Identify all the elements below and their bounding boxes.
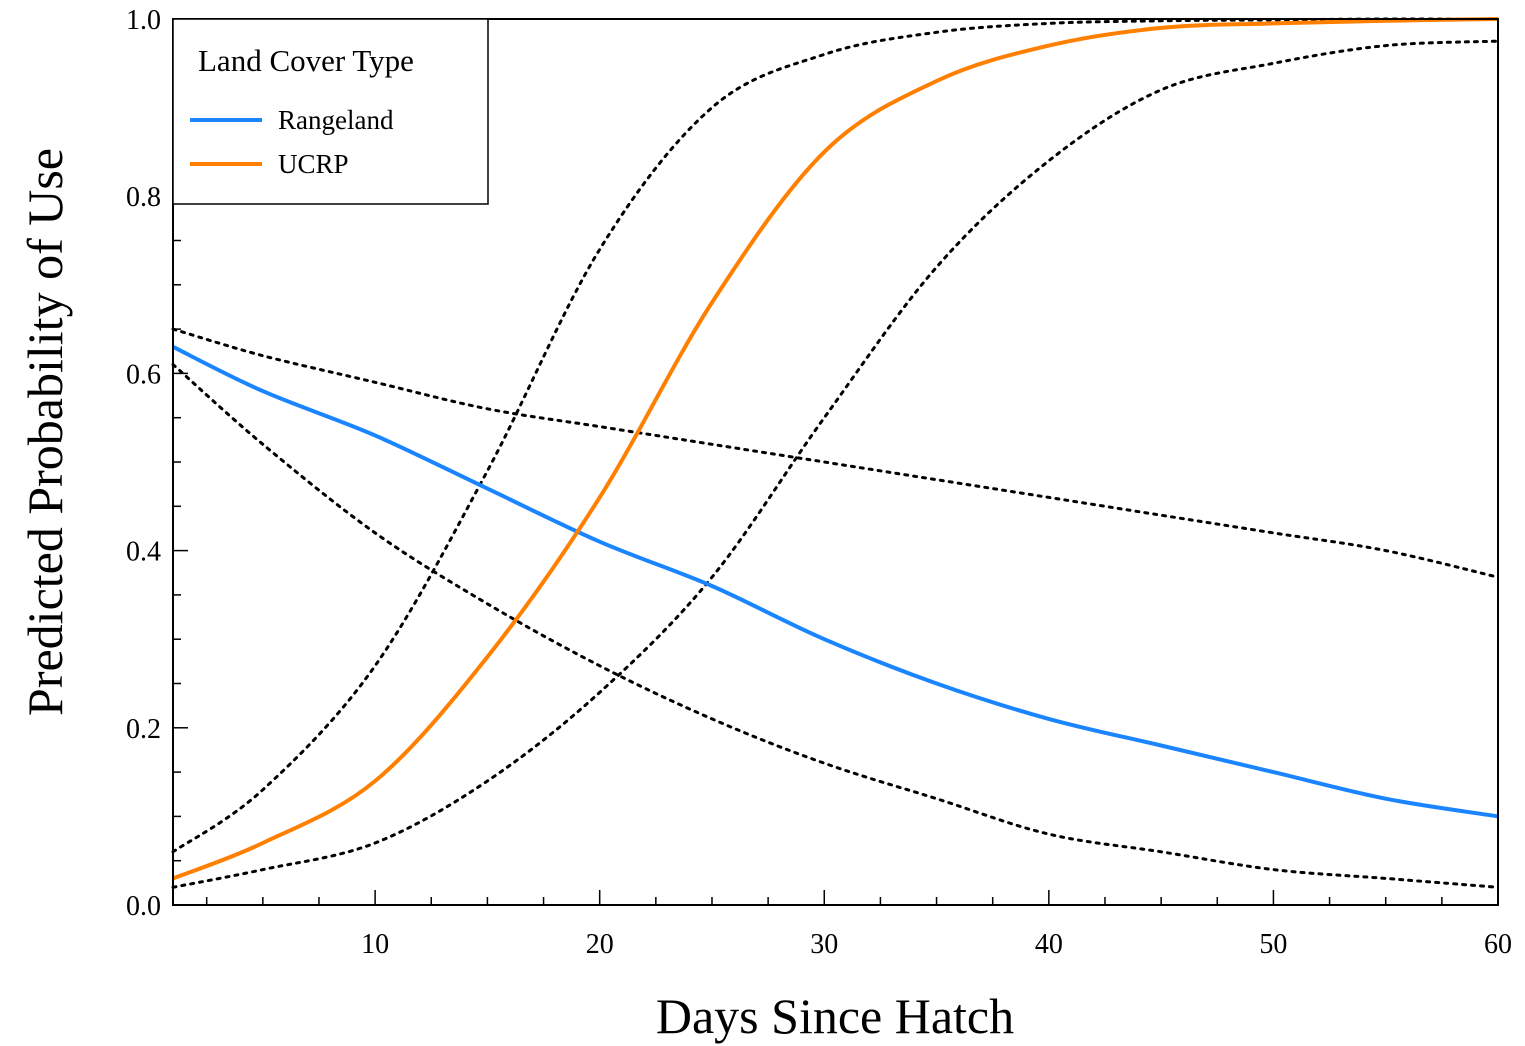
legend-label-ucrp: UCRP xyxy=(278,149,349,179)
series-lines xyxy=(172,17,1499,881)
x-tick-label: 20 xyxy=(586,929,614,960)
x-axis-title: Days Since Hatch xyxy=(656,988,1014,1044)
y-tick-label: 0.6 xyxy=(126,359,161,390)
x-tick-label: 50 xyxy=(1259,929,1287,960)
x-tick-label: 30 xyxy=(810,929,838,960)
series-line-ucrp xyxy=(172,17,1499,881)
axis-ticks: 10 20 30 40 50 60 0.0 0.2 0.4 0.6 0.8 1.0 xyxy=(126,5,1512,960)
ci-lower-ucrp xyxy=(171,39,1500,889)
confidence-bands xyxy=(171,17,1500,889)
legend: Land Cover Type Rangeland UCRP xyxy=(172,18,489,205)
legend-box xyxy=(172,18,489,205)
x-tick-label: 40 xyxy=(1035,929,1063,960)
legend-label-rangeland: Rangeland xyxy=(278,105,394,135)
x-tick-label: 10 xyxy=(361,929,389,960)
series-line-rangeland xyxy=(172,345,1499,819)
ci-lower-rangeland xyxy=(171,363,1500,889)
y-tick-label: 0.0 xyxy=(126,891,161,922)
y-tick-label: 0.4 xyxy=(126,537,161,568)
ci-upper-rangeland xyxy=(171,327,1500,579)
y-axis-title: Predicted Probability of Use xyxy=(17,148,73,716)
legend-title: Land Cover Type xyxy=(198,43,414,78)
x-tick-label: 60 xyxy=(1484,929,1512,960)
y-tick-label: 1.0 xyxy=(126,5,161,36)
y-tick-label: 0.8 xyxy=(126,182,161,213)
y-tick-label: 0.2 xyxy=(126,714,161,745)
